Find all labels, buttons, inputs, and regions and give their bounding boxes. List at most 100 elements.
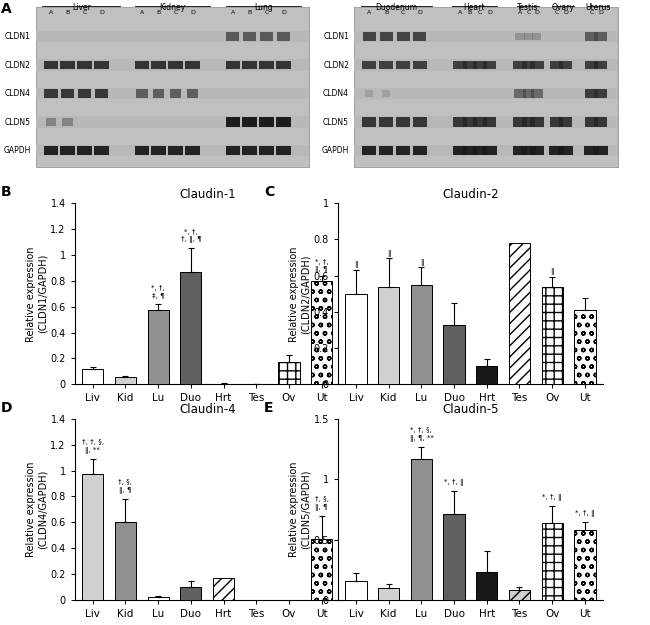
Bar bbox=[187, 89, 198, 98]
Bar bbox=[574, 530, 595, 600]
Bar bbox=[36, 31, 309, 42]
Bar bbox=[44, 61, 58, 69]
Bar bbox=[311, 539, 332, 600]
Bar bbox=[148, 310, 169, 384]
Bar bbox=[463, 61, 477, 69]
Text: Testis: Testis bbox=[517, 2, 538, 12]
Text: CLDN2: CLDN2 bbox=[5, 61, 31, 69]
Bar bbox=[185, 61, 200, 69]
Bar bbox=[514, 89, 526, 98]
Bar bbox=[411, 285, 432, 384]
Bar bbox=[594, 61, 608, 69]
Bar bbox=[482, 117, 497, 127]
Bar bbox=[151, 146, 166, 156]
Bar bbox=[380, 32, 393, 41]
Bar bbox=[363, 32, 376, 41]
Text: C: C bbox=[478, 10, 482, 15]
Text: †, †, §,
‖, **: †, †, §, ‖, ** bbox=[82, 439, 104, 454]
Bar bbox=[585, 61, 599, 69]
Text: A: A bbox=[367, 10, 371, 15]
Text: E: E bbox=[264, 401, 274, 414]
Bar bbox=[260, 32, 273, 41]
Text: Heart: Heart bbox=[463, 2, 486, 12]
Title: Claudin-4: Claudin-4 bbox=[179, 403, 235, 416]
Bar bbox=[82, 369, 103, 384]
Bar bbox=[396, 61, 410, 69]
Bar bbox=[77, 61, 92, 69]
Bar bbox=[482, 146, 497, 156]
Bar bbox=[60, 146, 75, 156]
Bar bbox=[136, 89, 148, 98]
Bar bbox=[354, 59, 618, 71]
Bar bbox=[550, 117, 563, 127]
Text: *, †,
‖, ¶: *, †, ‖, ¶ bbox=[315, 259, 328, 273]
Bar bbox=[380, 117, 393, 127]
Text: CLDN4: CLDN4 bbox=[323, 89, 349, 98]
Text: B: B bbox=[66, 10, 70, 15]
Text: C: C bbox=[554, 10, 558, 15]
Bar bbox=[382, 90, 390, 97]
Bar bbox=[476, 572, 497, 600]
Bar bbox=[94, 61, 109, 69]
Bar bbox=[180, 587, 202, 600]
Bar bbox=[454, 61, 467, 69]
Text: B: B bbox=[468, 10, 472, 15]
Bar bbox=[396, 146, 410, 156]
Text: ‖: ‖ bbox=[551, 268, 554, 275]
Text: D: D bbox=[1, 401, 12, 414]
Text: A: A bbox=[1, 2, 12, 16]
Bar bbox=[463, 117, 477, 127]
Text: D: D bbox=[281, 10, 286, 15]
Bar bbox=[521, 61, 536, 69]
Bar bbox=[354, 116, 618, 128]
Bar bbox=[558, 146, 573, 156]
Text: A: A bbox=[140, 10, 144, 15]
Bar bbox=[259, 146, 274, 156]
Text: B: B bbox=[384, 10, 388, 15]
Bar bbox=[482, 61, 497, 69]
Bar bbox=[530, 146, 544, 156]
Bar bbox=[259, 117, 274, 127]
Bar bbox=[94, 146, 109, 156]
Y-axis label: Relative expression
(CLDN4/GAPDH): Relative expression (CLDN4/GAPDH) bbox=[26, 462, 47, 557]
Bar bbox=[151, 61, 166, 69]
Text: D: D bbox=[99, 10, 104, 15]
Text: D: D bbox=[487, 10, 492, 15]
Bar bbox=[168, 146, 183, 156]
Bar bbox=[378, 588, 399, 600]
Text: CLDN2: CLDN2 bbox=[323, 61, 349, 69]
Text: CLDN5: CLDN5 bbox=[323, 118, 349, 126]
Bar bbox=[594, 117, 608, 127]
Text: ‖: ‖ bbox=[387, 249, 391, 257]
Bar bbox=[454, 117, 467, 127]
Bar bbox=[509, 590, 530, 600]
Text: CLDN1: CLDN1 bbox=[323, 32, 349, 41]
Text: C: C bbox=[83, 10, 86, 15]
Bar bbox=[62, 118, 73, 126]
Text: Duodenum: Duodenum bbox=[376, 2, 417, 12]
Text: B: B bbox=[157, 10, 161, 15]
Bar bbox=[593, 146, 608, 156]
Bar bbox=[78, 89, 91, 98]
Bar bbox=[115, 522, 136, 600]
Bar bbox=[36, 116, 309, 128]
Bar bbox=[363, 61, 376, 69]
Text: Lung: Lung bbox=[254, 2, 272, 12]
Bar bbox=[541, 522, 563, 600]
Text: Kidney: Kidney bbox=[159, 2, 185, 12]
Text: A: A bbox=[518, 10, 522, 15]
Bar bbox=[226, 32, 239, 41]
Bar bbox=[95, 89, 108, 98]
Text: C: C bbox=[526, 10, 530, 15]
Bar bbox=[585, 89, 598, 98]
Bar bbox=[411, 459, 432, 600]
Bar bbox=[277, 32, 290, 41]
Text: Liver: Liver bbox=[72, 2, 91, 12]
Bar bbox=[36, 7, 309, 168]
Bar bbox=[413, 32, 426, 41]
Bar bbox=[354, 145, 618, 156]
Bar bbox=[242, 117, 257, 127]
Text: ‖: ‖ bbox=[420, 259, 423, 266]
Bar bbox=[541, 288, 563, 384]
Bar bbox=[354, 31, 618, 42]
